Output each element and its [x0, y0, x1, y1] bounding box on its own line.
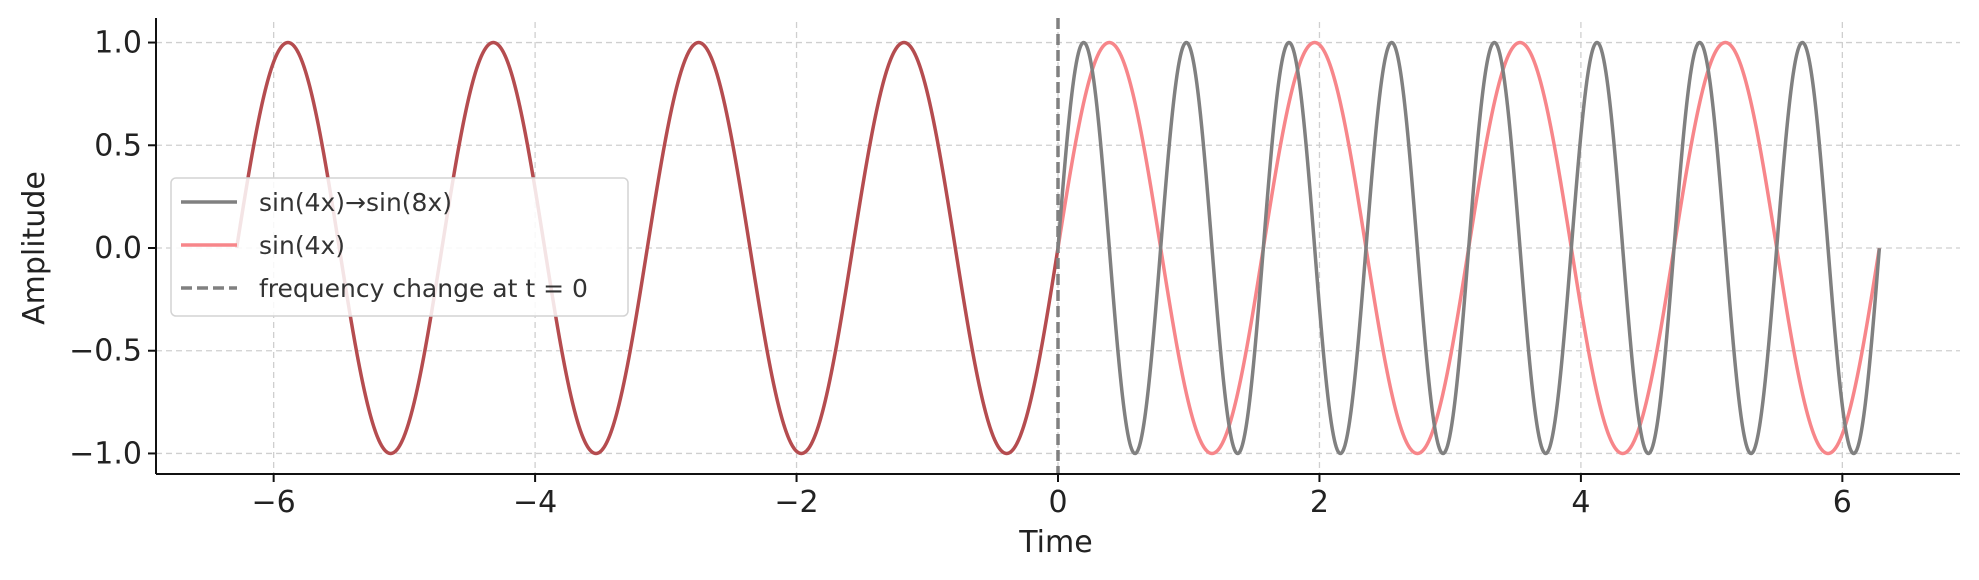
- y-tick-label: −0.5: [69, 334, 142, 369]
- x-tick-label: 4: [1571, 485, 1590, 520]
- x-tick-label: 6: [1833, 485, 1852, 520]
- x-tick-label: −4: [513, 485, 557, 520]
- series-layer: [234, 18, 1882, 474]
- x-axis-label: Time: [1018, 525, 1092, 560]
- x-tick-label: 0: [1048, 485, 1067, 520]
- legend-label: sin(4x)→sin(8x): [259, 188, 452, 217]
- legend-box: [170, 177, 629, 317]
- y-axis-label: Amplitude: [17, 171, 52, 325]
- legend-entry-sin4x: sin(4x): [181, 231, 345, 260]
- tick-labels: −6 −4 −2 0 2 4 6 1.0 0.5 0.0 −0.5 −1.0: [69, 26, 1852, 520]
- legend-entry-frequency-change: frequency change at t = 0: [181, 274, 588, 303]
- legend-entry-sin4x-to-sin8x: sin(4x)→sin(8x): [181, 188, 452, 217]
- x-tick-label: 2: [1310, 485, 1329, 520]
- y-tick-label: 0.5: [94, 128, 142, 163]
- legend-label: frequency change at t = 0: [259, 274, 588, 303]
- y-tick-label: 1.0: [94, 26, 142, 61]
- y-tick-label: 0.0: [94, 231, 142, 266]
- x-tick-label: −2: [774, 485, 818, 520]
- legend: sin(4x)→sin(8x) sin(4x) frequency change a…: [170, 177, 629, 317]
- y-tick-label: −1.0: [69, 436, 142, 471]
- series-sin8x-line: [1056, 40, 1882, 456]
- legend-label: sin(4x): [259, 231, 345, 260]
- x-tick-label: −6: [252, 485, 296, 520]
- series-overlap-line: [234, 40, 1060, 456]
